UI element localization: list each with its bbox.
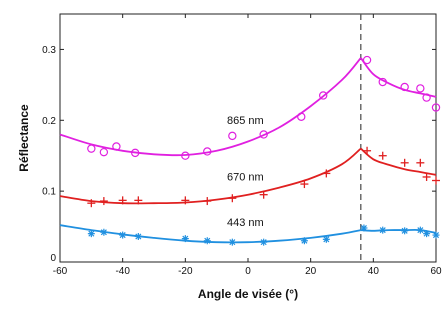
- data-point-asterisk: [100, 228, 108, 236]
- data-point-asterisk: [87, 230, 95, 238]
- data-point-asterisk: [379, 226, 387, 234]
- data-point-circle: [259, 130, 268, 139]
- data-point-circle: [416, 84, 425, 93]
- data-point-plus: [322, 169, 331, 178]
- fit-curve-0: [59, 57, 437, 157]
- data-point-plus: [118, 196, 127, 205]
- y-axis-title: Réflectance: [17, 104, 31, 172]
- data-point-asterisk: [134, 232, 142, 240]
- data-point-circle: [181, 151, 190, 160]
- x-tick-label: 40: [368, 266, 380, 277]
- data-point-plus: [203, 197, 212, 206]
- data-point-circle: [203, 147, 212, 156]
- data-markers: [87, 55, 441, 246]
- series-label: 670 nm: [227, 172, 264, 184]
- fit-curve-1: [59, 147, 437, 205]
- y-tick-label: 0.1: [42, 187, 56, 198]
- data-point-plus: [432, 176, 440, 185]
- x-tick-label: -20: [178, 266, 193, 277]
- data-point-circle: [228, 131, 237, 141]
- series-label: 865 nm: [227, 115, 264, 127]
- data-point-asterisk: [203, 237, 211, 245]
- data-point-asterisk: [432, 231, 440, 239]
- data-point-circle: [99, 147, 109, 157]
- x-tick-label: 0: [245, 266, 251, 277]
- fit-curves: [59, 57, 437, 244]
- data-point-circle: [362, 55, 372, 65]
- data-point-asterisk: [260, 238, 268, 246]
- data-point-plus: [181, 196, 190, 205]
- data-point-plus: [422, 172, 431, 181]
- data-point-plus: [259, 190, 268, 199]
- x-tick-label: -40: [115, 266, 130, 277]
- x-tick-label: 20: [305, 266, 317, 277]
- data-point-plus: [99, 197, 108, 206]
- data-point-plus: [363, 146, 372, 155]
- data-point-asterisk: [401, 227, 409, 235]
- data-point-asterisk: [300, 237, 308, 245]
- data-point-circle: [87, 144, 96, 153]
- data-point-asterisk: [360, 224, 368, 232]
- data-point-circle: [400, 82, 409, 92]
- data-point-circle: [112, 142, 121, 151]
- data-point-asterisk: [228, 238, 236, 246]
- data-point-asterisk: [423, 230, 431, 238]
- axis-ticks: -60 -40 -20 0 20 40 60 0.1 0.2 0.3 0: [42, 14, 442, 277]
- data-point-circle: [431, 103, 441, 112]
- series-labels: 865 nm 670 nm 443 nm: [227, 115, 264, 229]
- data-point-circle: [130, 148, 140, 158]
- data-point-circle: [422, 93, 431, 102]
- data-point-circle: [297, 112, 306, 121]
- data-point-asterisk: [181, 235, 189, 243]
- x-tick-label: 60: [430, 266, 442, 277]
- data-point-circle: [319, 91, 328, 100]
- data-point-asterisk: [416, 226, 424, 234]
- series-label: 443 nm: [227, 217, 264, 229]
- data-point-circle: [378, 77, 387, 87]
- data-point-asterisk: [322, 235, 330, 243]
- x-axis-title: Angle de visée (°): [198, 287, 298, 301]
- data-point-plus: [300, 180, 309, 189]
- x-tick-label: -60: [53, 266, 68, 277]
- data-point-plus: [87, 199, 96, 208]
- y-tick-label: 0.2: [42, 116, 56, 127]
- data-point-plus: [400, 158, 409, 167]
- y-zero-label: 0: [50, 253, 56, 264]
- data-point-asterisk: [119, 231, 127, 239]
- data-point-plus: [378, 151, 387, 160]
- data-point-plus: [416, 158, 425, 167]
- data-point-plus: [228, 194, 237, 203]
- y-tick-label: 0.3: [42, 45, 56, 56]
- data-point-plus: [134, 196, 143, 205]
